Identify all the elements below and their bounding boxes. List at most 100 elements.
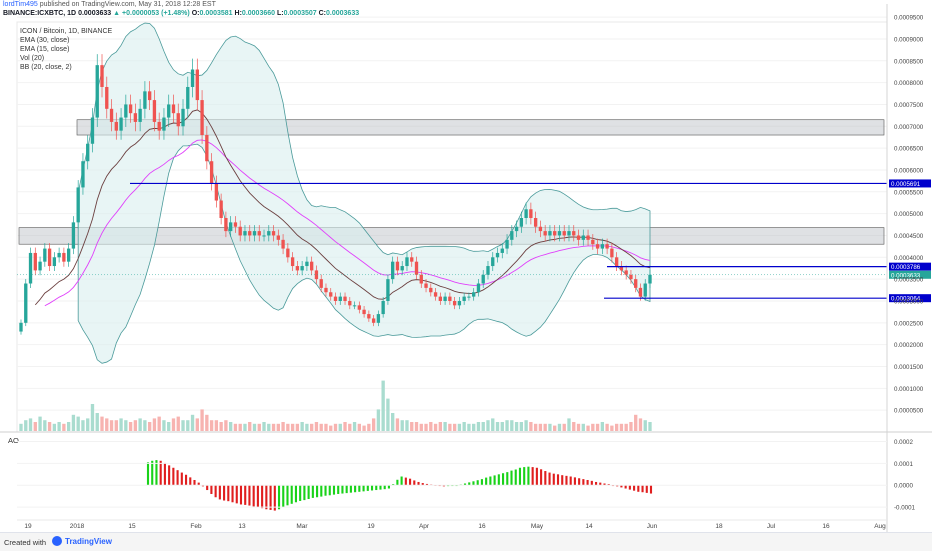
candle-body[interactable] [257,231,261,236]
candle-body[interactable] [171,104,176,114]
candle-body[interactable] [138,108,142,122]
candle-body[interactable] [629,274,633,280]
candle-body[interactable] [514,226,519,232]
candle-body[interactable] [452,300,457,306]
candle-body[interactable] [643,283,647,297]
candle-body[interactable] [343,296,347,301]
candle-body[interactable] [105,86,109,109]
candle-body[interactable] [481,274,485,284]
candle-body[interactable] [362,309,366,315]
candle-body[interactable] [33,252,37,271]
candle-body[interactable] [238,226,242,236]
candle-body[interactable] [28,252,33,284]
candle-body[interactable] [529,209,533,218]
candle-body[interactable] [43,248,47,262]
candle-body[interactable] [252,231,257,236]
candle-body[interactable] [338,296,342,301]
candle-body[interactable] [233,222,238,227]
candle-body[interactable] [133,113,138,122]
candle-body[interactable] [591,239,595,245]
candle-body[interactable] [462,296,466,301]
candle-body[interactable] [352,305,357,307]
candle-body[interactable] [333,296,338,301]
candle-body[interactable] [395,261,400,271]
candle-body[interactable] [281,239,285,249]
candle-body[interactable] [467,296,471,298]
candle-body[interactable] [500,248,504,253]
candle-body[interactable] [457,300,462,306]
candle-body[interactable] [119,117,123,131]
candle-body[interactable] [381,300,385,315]
candle-body[interactable] [186,86,190,109]
candle-body[interactable] [228,222,233,232]
candle-body[interactable] [286,248,290,258]
candle-body[interactable] [271,231,276,236]
candle-body[interactable] [543,231,547,236]
candle-body[interactable] [638,287,643,297]
candle-body[interactable] [410,257,414,262]
candle-body[interactable] [24,283,28,323]
candle-body[interactable] [19,322,23,332]
candle-body[interactable] [400,266,404,271]
candle-body[interactable] [114,121,118,131]
candle-body[interactable] [290,257,295,267]
candle-body[interactable] [505,239,509,249]
candle-body[interactable] [386,279,390,301]
candle-body[interactable] [376,314,381,323]
candle-body[interactable] [357,305,361,310]
candle-body[interactable] [195,69,199,101]
candle-body[interactable] [443,296,447,301]
candle-body[interactable] [71,222,76,249]
candle-body[interactable] [224,218,228,232]
candle-body[interactable] [600,244,605,249]
candle-body[interactable] [491,257,495,267]
candle-body[interactable] [76,187,80,223]
candle-body[interactable] [157,121,161,131]
candle-body[interactable] [524,209,528,218]
candle-body[interactable] [90,117,95,144]
author-link[interactable]: lordTim495 [3,1,38,8]
candle-body[interactable] [472,292,476,297]
candle-body[interactable] [429,287,433,293]
candle-body[interactable] [219,200,223,218]
candle-body[interactable] [581,235,585,240]
candle-body[interactable] [109,108,114,122]
candle-body[interactable] [572,231,576,236]
candle-body[interactable] [205,135,209,162]
candle-body[interactable] [510,231,514,240]
candle-body[interactable] [634,279,638,288]
candle-body[interactable] [367,314,371,319]
candle-body[interactable] [305,261,309,267]
candle-body[interactable] [548,231,552,236]
candle-body[interactable] [86,143,90,162]
candle-body[interactable] [276,235,280,240]
candle-body[interactable] [143,91,147,109]
candle-body[interactable] [95,65,99,118]
candle-body[interactable] [595,244,600,249]
candle-body[interactable] [62,252,66,262]
candle-body[interactable] [495,252,500,258]
candle-body[interactable] [214,183,219,201]
candle-body[interactable] [614,257,619,267]
candle-body[interactable] [610,248,614,258]
tradingview-brand[interactable]: TradingView [52,536,112,546]
candle-body[interactable] [476,283,481,293]
candle-body[interactable] [38,261,42,271]
candle-body[interactable] [533,218,538,227]
candle-body[interactable] [405,257,409,267]
candle-body[interactable] [267,231,271,236]
candle-body[interactable] [167,104,171,118]
candle-body[interactable] [391,261,395,280]
candle-body[interactable] [248,231,252,236]
candle-body[interactable] [648,274,652,284]
candle-body[interactable] [128,104,133,114]
candle-body[interactable] [52,257,57,267]
candle-body[interactable] [209,161,214,184]
price-chart[interactable]: 0.0005691 0.0003786 0.0003064 0.0003633 0.0… [0,0,932,532]
candle-body[interactable] [605,244,609,249]
candle-body[interactable] [619,266,624,271]
candle-body[interactable] [314,270,319,280]
candle-body[interactable] [438,296,443,301]
candle-body[interactable] [162,117,166,131]
candle-body[interactable] [310,261,314,271]
